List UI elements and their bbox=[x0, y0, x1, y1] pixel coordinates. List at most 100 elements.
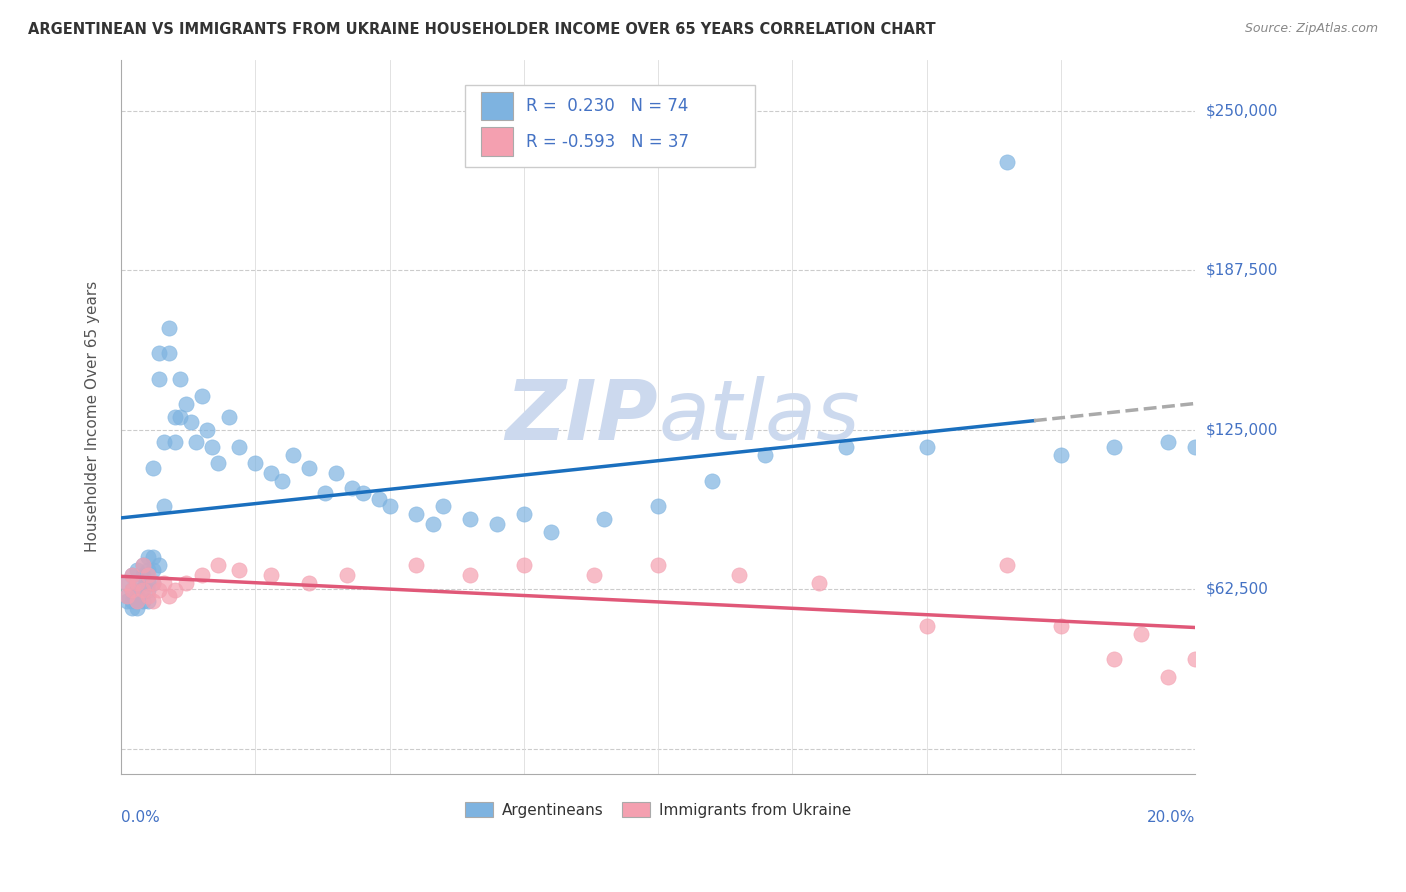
Point bbox=[190, 568, 212, 582]
Point bbox=[485, 516, 508, 531]
Point bbox=[915, 619, 938, 633]
Point bbox=[207, 456, 229, 470]
Text: ZIP: ZIP bbox=[506, 376, 658, 458]
Text: ARGENTINEAN VS IMMIGRANTS FROM UKRAINE HOUSEHOLDER INCOME OVER 65 YEARS CORRELAT: ARGENTINEAN VS IMMIGRANTS FROM UKRAINE H… bbox=[28, 22, 936, 37]
Text: R =  0.230   N = 74: R = 0.230 N = 74 bbox=[526, 97, 689, 115]
Point bbox=[127, 563, 149, 577]
Point bbox=[325, 466, 347, 480]
Point bbox=[115, 589, 138, 603]
Point bbox=[228, 563, 250, 577]
Point bbox=[195, 423, 218, 437]
Point bbox=[405, 558, 427, 572]
Point bbox=[298, 461, 321, 475]
Point bbox=[754, 448, 776, 462]
Point bbox=[127, 575, 149, 590]
Point bbox=[121, 568, 143, 582]
Point bbox=[136, 563, 159, 577]
Point bbox=[153, 499, 176, 513]
Point bbox=[121, 601, 143, 615]
Point bbox=[131, 558, 153, 572]
Point bbox=[513, 558, 536, 572]
Point bbox=[142, 593, 165, 607]
Point bbox=[432, 499, 454, 513]
Point bbox=[148, 371, 170, 385]
Point bbox=[136, 575, 159, 590]
Point bbox=[131, 581, 153, 595]
Point bbox=[142, 575, 165, 590]
Point bbox=[1184, 441, 1206, 455]
Point bbox=[1157, 435, 1180, 450]
Legend: Argentineans, Immigrants from Ukraine: Argentineans, Immigrants from Ukraine bbox=[460, 796, 858, 823]
Point bbox=[127, 601, 149, 615]
Point bbox=[142, 461, 165, 475]
Point bbox=[163, 435, 186, 450]
Point bbox=[228, 441, 250, 455]
Point bbox=[271, 474, 294, 488]
Point bbox=[136, 583, 159, 598]
Point bbox=[121, 583, 143, 598]
Point bbox=[174, 397, 197, 411]
Point bbox=[159, 320, 181, 334]
Point bbox=[378, 499, 401, 513]
Point bbox=[995, 154, 1018, 169]
Point bbox=[115, 593, 138, 607]
Point bbox=[835, 441, 858, 455]
Point bbox=[180, 415, 202, 429]
Point bbox=[647, 499, 669, 513]
Point bbox=[1104, 441, 1126, 455]
Point bbox=[260, 466, 283, 480]
Point bbox=[115, 575, 138, 590]
Point bbox=[260, 568, 283, 582]
Point bbox=[700, 474, 723, 488]
Point bbox=[163, 583, 186, 598]
Point bbox=[190, 389, 212, 403]
Point bbox=[127, 575, 149, 590]
Point bbox=[142, 575, 165, 590]
Point bbox=[458, 568, 481, 582]
Point bbox=[352, 486, 374, 500]
Point bbox=[245, 456, 267, 470]
Point bbox=[1157, 670, 1180, 684]
Point bbox=[153, 575, 176, 590]
Point bbox=[131, 568, 153, 582]
Point bbox=[142, 550, 165, 565]
Text: $187,500: $187,500 bbox=[1206, 262, 1278, 277]
Point bbox=[201, 441, 224, 455]
Text: Source: ZipAtlas.com: Source: ZipAtlas.com bbox=[1244, 22, 1378, 36]
Point bbox=[281, 448, 304, 462]
Point bbox=[540, 524, 562, 539]
Point bbox=[148, 558, 170, 572]
Point bbox=[593, 512, 616, 526]
Text: $125,000: $125,000 bbox=[1206, 422, 1278, 437]
Point bbox=[808, 575, 831, 590]
Point bbox=[131, 593, 153, 607]
Point bbox=[142, 563, 165, 577]
Point bbox=[1184, 652, 1206, 666]
Point bbox=[148, 583, 170, 598]
Text: 0.0%: 0.0% bbox=[121, 810, 160, 825]
Point bbox=[136, 550, 159, 565]
Point bbox=[582, 568, 605, 582]
Point bbox=[995, 558, 1018, 572]
Point bbox=[169, 409, 191, 424]
Text: R = -0.593   N = 37: R = -0.593 N = 37 bbox=[526, 133, 689, 151]
Point bbox=[422, 516, 444, 531]
Point bbox=[207, 558, 229, 572]
Point bbox=[136, 568, 159, 582]
Point bbox=[136, 589, 159, 603]
Point bbox=[367, 491, 389, 506]
Point bbox=[169, 371, 191, 385]
Point bbox=[1130, 627, 1153, 641]
Point bbox=[131, 558, 153, 572]
Point bbox=[405, 507, 427, 521]
Y-axis label: Householder Income Over 65 years: Householder Income Over 65 years bbox=[86, 281, 100, 552]
Point bbox=[115, 575, 138, 590]
Point bbox=[115, 589, 138, 603]
Point bbox=[153, 435, 176, 450]
Point bbox=[121, 593, 143, 607]
Text: $250,000: $250,000 bbox=[1206, 103, 1278, 118]
Point bbox=[647, 558, 669, 572]
Point bbox=[340, 481, 363, 495]
Point bbox=[336, 568, 359, 582]
Point bbox=[186, 435, 208, 450]
